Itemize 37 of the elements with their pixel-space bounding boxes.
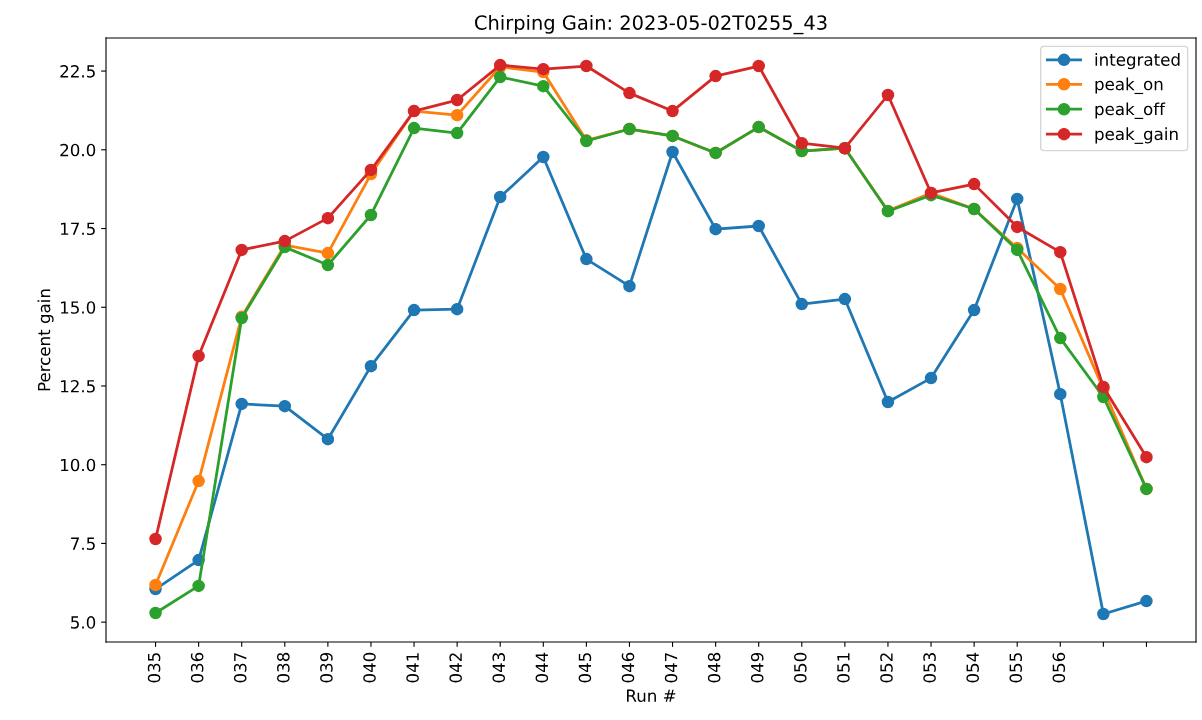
y-tick-label: 17.5 [61, 222, 95, 236]
x-tick-label: 050 [794, 652, 807, 683]
y-tick-label: 7.5 [71, 537, 95, 550]
x-tick-label: 035 [147, 653, 161, 683]
y-tick-label: 15.0 [61, 301, 96, 314]
x-tick-label: 051 [837, 653, 850, 683]
legend-label: peak_off [1095, 102, 1166, 119]
y-tick-label: 5.0 [71, 616, 96, 629]
x-tick-label: 045 [578, 653, 592, 683]
x-tick-label: 040 [363, 652, 376, 683]
x-tick-label: 047 [664, 653, 678, 683]
x-tick-label: 037 [233, 653, 247, 683]
legend-label: peak_on [1095, 77, 1163, 95]
x-tick-label: 039 [320, 652, 333, 683]
y-tick-label: 22.5 [60, 65, 95, 78]
x-tick-label: 042 [449, 653, 462, 683]
x-tick-label: 055 [1009, 653, 1023, 683]
x-tick-label: 056 [1052, 652, 1066, 683]
x-tick-label: 053 [923, 653, 936, 683]
x-tick-label: 043 [492, 653, 506, 683]
x-tick-label: 044 [535, 652, 549, 683]
x-tick-label: 052 [880, 653, 893, 683]
y-tick-label: 12.5 [61, 379, 95, 393]
x-tick-label: 049 [750, 652, 764, 683]
x-tick-label: 036 [190, 652, 204, 683]
chart-title: Chirping Gain: 2023-05-02T0255_43 [475, 14, 827, 35]
x-tick-label: 038 [277, 652, 290, 683]
x-tick-label: 054 [966, 652, 979, 683]
y-tick-label: 20.0 [60, 143, 96, 157]
y-tick-label: 10.0 [61, 458, 96, 472]
x-tick-label: 041 [406, 653, 419, 683]
legend-label: integrated [1095, 53, 1180, 70]
legend-label: peak_gain [1095, 127, 1178, 144]
y-axis-title: Percent gain [37, 289, 54, 391]
x-tick-label: 048 [707, 652, 721, 683]
x-axis-title: Run # [627, 689, 676, 702]
x-tick-label: 046 [621, 652, 635, 683]
